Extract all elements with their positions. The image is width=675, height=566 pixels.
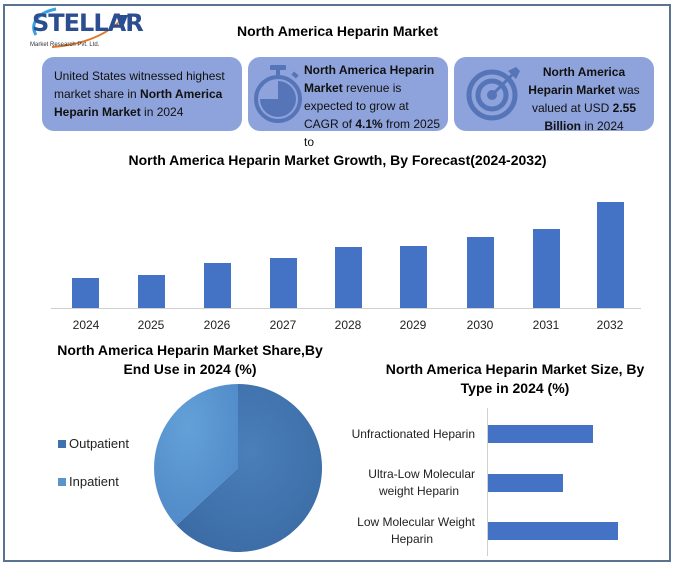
growth-bar-chart: 2024 2025 2026 2027 2028 2029 2030 2031 … [40, 190, 641, 340]
info-text-bold: North America Heparin Market [54, 87, 223, 119]
legend-swatch [58, 439, 66, 448]
info-text: in 2024 [580, 119, 624, 133]
pie-title-line1: North America Heparin Market Share,By [57, 342, 323, 358]
bar-2026 [204, 263, 231, 308]
bar-2031 [533, 229, 560, 308]
bar-2029 [400, 246, 427, 308]
pie-title-line2: End Use in 2024 (%) [123, 361, 257, 377]
info-text-bold: North America Heparin Market [528, 65, 626, 97]
hbar-ultra-low [488, 474, 563, 492]
x-tick-label: 2029 [399, 318, 427, 332]
y-tick-label-unfractionated: Unfractionated Heparin [352, 426, 475, 443]
label-line: weight Heparin [378, 484, 459, 498]
hbar-low-molecular [488, 522, 618, 540]
type-title-line1: North America Heparin Market Size, By [385, 361, 645, 377]
stopwatch-icon [254, 65, 302, 123]
info-text: was valued at USD [531, 83, 640, 115]
y-axis-line [487, 408, 488, 556]
label-line: Unfractionated Heparin [351, 427, 475, 441]
bar-2028 [335, 247, 362, 308]
label-line: Ultra-Low Molecular [368, 467, 475, 481]
info-text-bold: North America Heparin Market [304, 63, 435, 95]
x-tick-label: 2024 [72, 318, 100, 332]
x-tick-label: 2031 [532, 318, 560, 332]
bar-2032 [597, 202, 624, 308]
pie-chart-title: North America Heparin Market Share,By En… [40, 341, 340, 379]
info-text-bold: 4.1% [355, 117, 383, 131]
legend-inpatient: Inpatient [58, 474, 119, 489]
info-text-bold: 2.55 Billion [544, 101, 637, 133]
bar-2024 [72, 278, 99, 308]
bar-2027 [270, 258, 297, 308]
info-box-valuation: North America Heparin Market was valued … [454, 57, 654, 133]
legend-label: Outpatient [69, 436, 129, 451]
growth-chart-title: North America Heparin Market Growth, By … [128, 152, 547, 168]
info-box-cagr: North America Heparin Market revenue is … [248, 57, 448, 149]
bar-2025 [138, 275, 165, 308]
info-text: revenue is expected to grow at CAGR of [304, 81, 409, 131]
x-axis-line [51, 308, 641, 309]
bar-2030 [467, 237, 494, 308]
x-tick-label: 2032 [596, 318, 624, 332]
stellar-logo: STELLAR Market Research Pvt. Ltd. [22, 5, 144, 51]
x-tick-label: 2026 [203, 318, 231, 332]
info-text: from 2025 to [304, 117, 441, 149]
info-text: United States witnessed highest market s… [54, 69, 225, 101]
legend-outpatient: Outpatient [58, 436, 129, 451]
pie-slice-inpatient [154, 384, 238, 526]
logo-wordmark: STELLAR [32, 9, 144, 37]
x-tick-label: 2030 [466, 318, 494, 332]
y-tick-label-ultra-low: Ultra-Low Molecular weight Heparin [368, 466, 475, 500]
logo-swoosh-icon [32, 7, 128, 48]
type-title-line2: Type in 2024 (%) [460, 380, 570, 396]
page-title: North America Heparin Market [237, 23, 438, 39]
legend-swatch [58, 477, 66, 486]
x-tick-label: 2025 [137, 318, 165, 332]
type-chart-title: North America Heparin Market Size, By Ty… [370, 360, 660, 398]
pie-slice-outpatient [176, 384, 323, 552]
info-box-market-share: United States witnessed highest market s… [42, 57, 242, 131]
logo-tagline: Market Research Pvt. Ltd. [30, 42, 100, 48]
label-line: Heparin [390, 532, 433, 546]
target-icon [466, 67, 520, 121]
hbar-unfractionated [488, 425, 593, 443]
y-tick-label-low-molecular: Low Molecular Weight Heparin [357, 514, 475, 548]
x-tick-label: 2027 [269, 318, 297, 332]
legend-label: Inpatient [69, 474, 119, 489]
end-use-pie-chart [154, 384, 323, 552]
x-tick-label: 2028 [334, 318, 362, 332]
label-line: Low Molecular Weight [357, 515, 475, 529]
info-text: in 2024 [140, 105, 184, 119]
